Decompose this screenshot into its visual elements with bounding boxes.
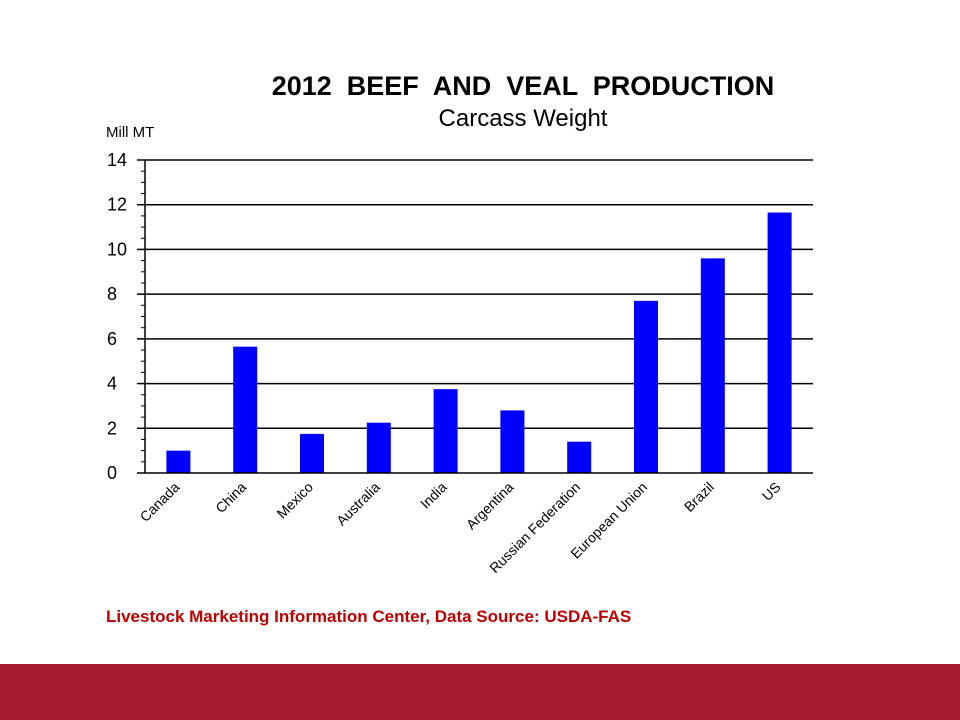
chart-title: 2012 BEEF AND VEAL PRODUCTION: [272, 71, 775, 101]
footer-band: [0, 664, 960, 720]
bar-russian-federation: [567, 441, 592, 473]
bar-canada: [166, 450, 191, 473]
bar-chart: 2012 BEEF AND VEAL PRODUCTION Carcass We…: [106, 71, 813, 576]
x-tick-label: Australia: [333, 479, 383, 529]
x-tick-label: Argentina: [463, 479, 517, 533]
bar-india: [433, 389, 458, 473]
bar-australia: [366, 422, 391, 473]
x-axis-tick-labels: Canada China Mexico Australia India Argentina…: [137, 479, 784, 576]
y-tick-label: 4: [107, 374, 117, 394]
bar-brazil: [700, 258, 725, 473]
x-tick-label: China: [212, 479, 249, 516]
y-tick-label: 10: [107, 239, 127, 259]
x-tick-label: India: [417, 479, 450, 512]
bar-european-union: [634, 300, 658, 473]
chart-subtitle: Carcass Weight: [439, 105, 608, 132]
bar-argentina: [500, 410, 525, 473]
x-tick-label: Mexico: [273, 479, 316, 522]
y-tick-label: 0: [107, 463, 117, 483]
y-axis-unit-label: Mill MT: [106, 124, 154, 141]
source-caption: Livestock Marketing Information Center, …: [106, 607, 632, 626]
x-tick-label: Canada: [137, 479, 183, 525]
y-tick-label: 12: [107, 195, 127, 215]
y-axis-ticks: 0 2 4 6 8 10 12 14: [107, 150, 145, 483]
bar-us: [767, 212, 792, 473]
y-tick-label: 8: [107, 284, 117, 304]
bars: [166, 212, 792, 473]
x-tick-label: Brazil: [681, 479, 717, 515]
bar-mexico: [300, 433, 324, 473]
bar-china: [233, 346, 258, 473]
x-tick-label: US: [759, 479, 784, 504]
y-tick-label: 14: [107, 150, 127, 170]
y-tick-label: 2: [107, 418, 117, 438]
y-tick-label: 6: [107, 329, 117, 349]
